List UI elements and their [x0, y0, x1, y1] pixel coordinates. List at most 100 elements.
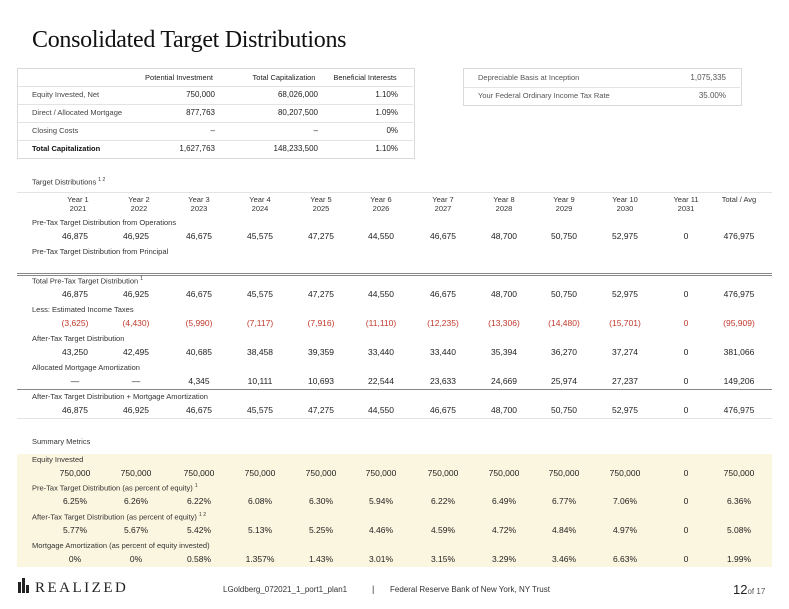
row-divider — [17, 273, 772, 276]
row-divider — [18, 122, 413, 123]
date-header: 2024 — [251, 204, 269, 213]
cell-value: 1,627,763 — [179, 144, 215, 153]
row-label-text: Mortgage Amortization (as percent of equ… — [32, 541, 210, 550]
cell-value: (7,916) — [307, 318, 335, 328]
year-header: Year 1 — [67, 195, 89, 204]
date-header: 2022 — [130, 204, 148, 213]
row-divider — [18, 104, 413, 105]
cell-value: 80,207,500 — [277, 108, 318, 117]
column-header: Total Capitalization — [252, 73, 316, 82]
cell-value: 1.357% — [245, 554, 275, 564]
cell-value: 23,633 — [430, 376, 456, 386]
cell-value: 50,750 — [551, 231, 577, 241]
cell-value: 0 — [683, 318, 689, 328]
cell-value: 46,675 — [430, 405, 456, 415]
cell-value: 48,700 — [491, 405, 517, 415]
row-divider — [18, 140, 413, 141]
trust-name: Federal Reserve Bank of New York, NY Tru… — [390, 585, 550, 594]
cell-value: 46,675 — [430, 231, 456, 241]
row-label: Pre-Tax Target Distribution (as percent … — [32, 484, 198, 492]
cell-value: 1.10% — [375, 144, 398, 153]
cell-value: 3.29% — [491, 554, 517, 564]
cell-value: (15,701) — [609, 318, 641, 328]
cell-value: 476,975 — [723, 405, 755, 415]
cell-value: 27,237 — [612, 376, 638, 386]
cell-value: 149,206 — [723, 376, 755, 386]
cell-value: 6.63% — [612, 554, 638, 564]
cell-value: 750,000 — [365, 468, 397, 478]
separator: | — [372, 584, 375, 594]
cell-value: 0 — [683, 525, 689, 535]
cell-value: 750,000 — [120, 468, 152, 478]
cell-value: 47,275 — [308, 289, 334, 299]
cell-value: 46,675 — [186, 289, 212, 299]
cell-value: 48,700 — [491, 231, 517, 241]
cell-value: 46,925 — [123, 405, 149, 415]
row-label-text: Allocated Mortgage Amortization — [32, 363, 140, 372]
cell-value: 1,075,335 — [690, 73, 726, 82]
cell-value: 0 — [683, 496, 689, 506]
row-label-text: After-Tax Target Distribution (as percen… — [32, 512, 197, 522]
cell-value: 148,233,500 — [273, 144, 319, 153]
date-header: 2030 — [616, 204, 634, 213]
row-label: Closing Costs — [32, 126, 79, 135]
cell-value: (12,235) — [427, 318, 459, 328]
date-header: 2028 — [495, 204, 513, 213]
row-label: Direct / Allocated Mortgage — [32, 108, 123, 117]
cell-value: 381,066 — [723, 347, 755, 357]
total-header: Total / Avg — [721, 195, 757, 204]
footnote-marker: 1 2 — [199, 512, 206, 518]
cell-value: 6.30% — [308, 496, 334, 506]
cell-value: 46,925 — [123, 289, 149, 299]
row-divider — [464, 87, 740, 88]
row-label: Equity Invested — [32, 456, 83, 464]
cell-value: — — [131, 376, 141, 386]
cell-value: 4.84% — [551, 525, 577, 535]
cell-value: 6.77% — [551, 496, 577, 506]
basis-table — [463, 68, 742, 106]
cell-value: 46,875 — [62, 231, 88, 241]
row-label-text: Pre-Tax Target Distribution (as percent … — [32, 483, 193, 493]
year-header: Year 6 — [370, 195, 392, 204]
cell-value: 0 — [683, 405, 689, 415]
cell-value: 52,975 — [612, 405, 638, 415]
cell-value: 4.59% — [430, 525, 456, 535]
row-label-text: After-Tax Target Distribution + Mortgage… — [32, 392, 208, 401]
cell-value: 0% — [386, 126, 398, 135]
cell-value: 476,975 — [723, 231, 755, 241]
date-header: 2029 — [555, 204, 573, 213]
cell-value: 1.09% — [375, 108, 398, 117]
date-header: 2026 — [372, 204, 390, 213]
cell-value: (4,430) — [122, 318, 150, 328]
cell-value: 5.77% — [62, 525, 88, 535]
year-header: Year 8 — [493, 195, 515, 204]
cell-value: 46,925 — [123, 231, 149, 241]
cell-value: 6.22% — [430, 496, 456, 506]
cell-value: 47,275 — [308, 231, 334, 241]
cell-value: 750,000 — [183, 468, 215, 478]
date-header: 2025 — [312, 204, 330, 213]
cell-value: 750,000 — [305, 468, 337, 478]
cell-value: 44,550 — [368, 405, 394, 415]
cell-value: 35,394 — [491, 347, 517, 357]
year-header: Year 10 — [612, 195, 638, 204]
cell-value: 0 — [683, 468, 689, 478]
cell-value: 5.42% — [186, 525, 212, 535]
cell-value: 6.26% — [123, 496, 149, 506]
year-header: Year 11 — [673, 195, 699, 204]
row-divider — [17, 418, 772, 419]
page-current: 12 — [733, 582, 748, 597]
cell-value: 44,550 — [368, 289, 394, 299]
row-label-text: After-Tax Target Distribution — [32, 334, 125, 343]
cell-value: 5.08% — [726, 525, 752, 535]
cell-value: – — [313, 126, 318, 135]
cell-value: 750,000 — [609, 468, 641, 478]
cell-value: 4,345 — [188, 376, 210, 386]
cell-value: – — [210, 126, 215, 135]
date-header: 2031 — [677, 204, 695, 213]
cell-value: 22,544 — [368, 376, 394, 386]
year-header: Year 7 — [432, 195, 454, 204]
column-header: Potential Investment — [145, 73, 213, 82]
cell-value: 0% — [68, 554, 82, 564]
row-label-text: Pre-Tax Target Distribution from Princip… — [32, 247, 169, 256]
